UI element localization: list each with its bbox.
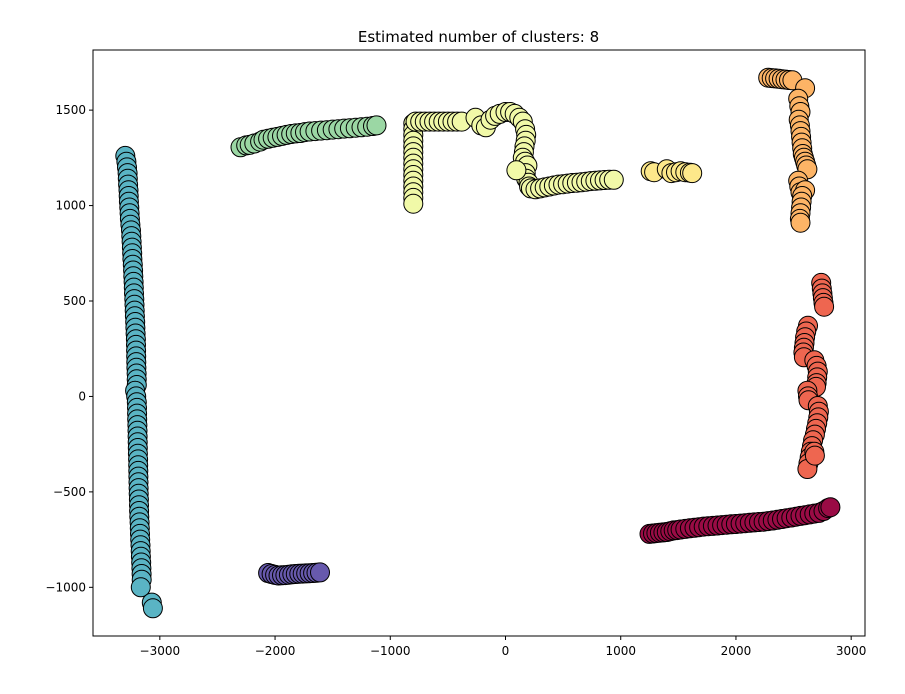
cluster-0-point-75: [130, 577, 151, 598]
x-tick-label: 3000: [836, 644, 867, 658]
cluster-6-point-42: [820, 497, 841, 518]
cluster-7-point-15: [310, 562, 330, 583]
cluster-5-point-5: [814, 296, 835, 317]
chart-title: Estimated number of clusters: 8: [358, 28, 599, 46]
cluster-5-point-35: [804, 445, 825, 466]
y-tick-label: −500: [53, 485, 86, 499]
y-tick-label: −1000: [45, 580, 86, 594]
cluster-2-point-68: [506, 160, 527, 181]
plot-frame: [92, 49, 866, 637]
y-tick-label: 0: [78, 389, 86, 403]
x-tick-label: −2000: [255, 644, 296, 658]
cluster-2-point-67: [603, 169, 624, 190]
points-layer: [115, 67, 841, 619]
cluster-4-point-32: [790, 212, 811, 233]
x-tick-label: −1000: [370, 644, 411, 658]
y-tick-label: 1000: [55, 199, 86, 213]
x-tick-label: 0: [502, 644, 510, 658]
y-axis: 1500 1000 500 0 −500 −1000: [45, 103, 93, 594]
cluster-2-point-14: [403, 193, 424, 214]
y-tick-label: 500: [63, 294, 86, 308]
y-tick-label: 1500: [55, 103, 86, 117]
x-axis: −3000 −2000 −1000 0 1000 2000 3000: [140, 636, 867, 658]
cluster-1-point-27: [366, 115, 387, 136]
x-tick-label: −3000: [140, 644, 181, 658]
cluster-0-point-77: [142, 598, 163, 619]
x-tick-label: 2000: [721, 644, 752, 658]
x-tick-label: 1000: [605, 644, 636, 658]
cluster-3-point-8: [682, 163, 703, 184]
